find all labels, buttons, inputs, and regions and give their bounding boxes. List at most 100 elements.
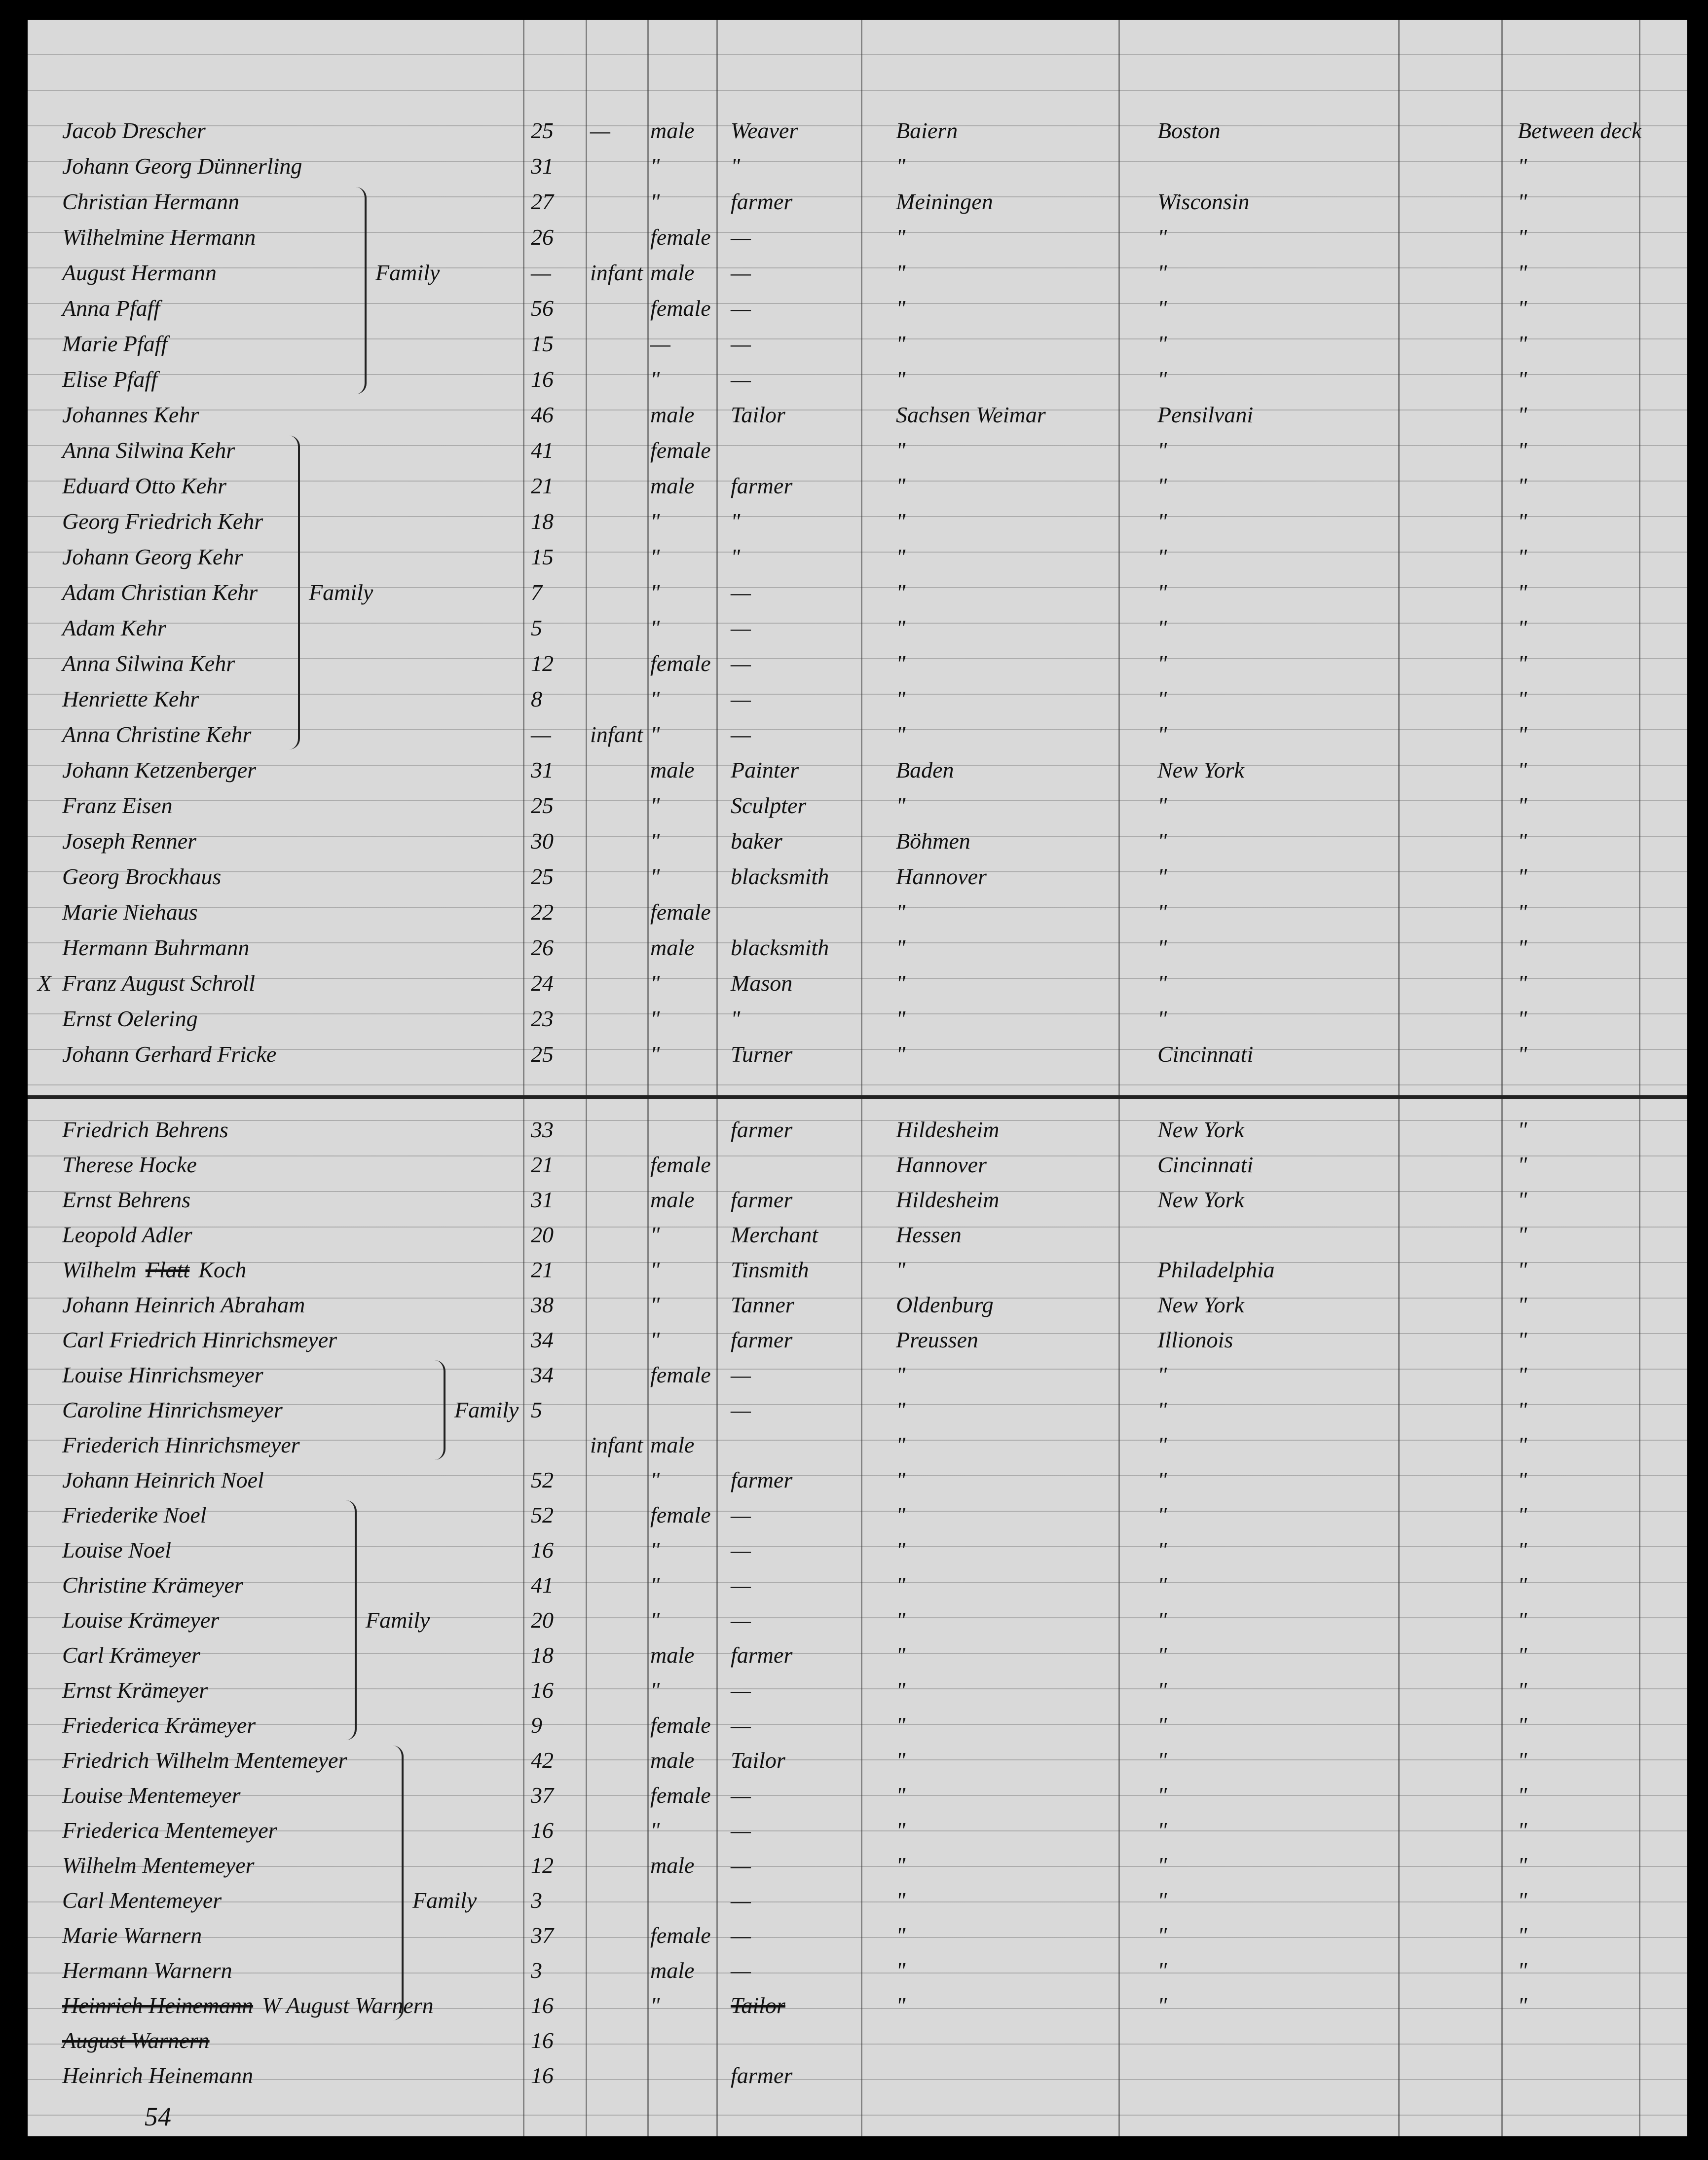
origin: ": [896, 1783, 906, 1808]
name-cell: Caroline Hinrichsmeyer: [62, 1399, 292, 1421]
deck: ": [1518, 1853, 1527, 1878]
age: 16: [531, 2063, 554, 2088]
origin: Preussen: [896, 1327, 978, 1352]
age: 52: [531, 1502, 554, 1527]
name: Friedrich Behrens: [62, 1117, 228, 1142]
name: August Hermann: [62, 260, 217, 285]
origin: ": [896, 153, 906, 179]
name-cell: Heinrich Heinemann W August Warnern: [62, 1994, 443, 2017]
destination: ": [1157, 1502, 1167, 1527]
destination: Philadelphia: [1157, 1257, 1275, 1282]
deck: ": [1518, 1923, 1527, 1948]
name-cell: Louise Mentemeyer: [62, 1784, 250, 1807]
sex: male: [650, 118, 695, 143]
column-rule: [716, 20, 718, 2136]
name-cell: Marie Niehaus: [62, 901, 207, 924]
column-rule: [647, 20, 649, 2136]
origin: ": [896, 615, 906, 640]
name-cell: Henriette Kehr: [62, 688, 208, 710]
sex: ": [650, 153, 660, 179]
origin: Baden: [896, 757, 954, 782]
column-rule: [1639, 20, 1640, 2136]
sex: ": [650, 544, 660, 569]
name-cell: Louise Noel: [62, 1539, 180, 1562]
destination: ": [1157, 615, 1167, 640]
age: 42: [531, 1748, 554, 1773]
origin: Baiern: [896, 118, 958, 143]
name-cell: Franz Eisen: [62, 794, 182, 817]
name: Wilhelmine Hermann: [62, 224, 256, 250]
occupation: Merchant: [731, 1222, 818, 1247]
name: Louise Mentemeyer: [62, 1783, 241, 1808]
sex: ": [650, 509, 660, 534]
destination: Cincinnati: [1157, 1152, 1254, 1177]
name: Christine Krämeyer: [62, 1572, 243, 1598]
name: Johannes Kehr: [62, 402, 199, 427]
destination: New York: [1157, 1292, 1244, 1317]
origin: Sachsen Weimar: [896, 402, 1046, 427]
occupation: —: [731, 651, 751, 676]
deck: ": [1518, 189, 1527, 214]
origin: ": [896, 260, 906, 285]
deck: ": [1518, 935, 1527, 960]
name-cell: Wilhelm Flatt Koch: [62, 1259, 255, 1281]
age: 41: [531, 438, 554, 463]
origin: Hessen: [896, 1222, 962, 1247]
sex: female: [650, 224, 711, 250]
age: 56: [531, 296, 554, 321]
destination: ": [1157, 224, 1167, 250]
deck: ": [1518, 1362, 1527, 1387]
destination: ": [1157, 828, 1167, 854]
deck: ": [1518, 793, 1527, 818]
origin: ": [896, 1502, 906, 1527]
name: Marie Pfaff: [62, 331, 168, 356]
origin: ": [896, 793, 906, 818]
deck: ": [1518, 1292, 1527, 1317]
deck: ": [1518, 1152, 1527, 1177]
occupation: farmer: [731, 1642, 793, 1668]
name: Ernst Krämeyer: [62, 1677, 208, 1703]
occupation: —: [731, 1397, 751, 1422]
age: 16: [531, 2028, 554, 2053]
occupation: —: [731, 1853, 751, 1878]
age: 5: [531, 1397, 542, 1422]
name: Henriette Kehr: [62, 686, 199, 711]
sex: ": [650, 686, 660, 711]
name: Marie Warnern: [62, 1923, 202, 1948]
occupation: Sculpter: [731, 793, 807, 818]
age: 25: [531, 118, 554, 143]
occupation: —: [731, 260, 751, 285]
name: Heinrich Heinemann: [62, 2063, 254, 2088]
origin: ": [896, 1748, 906, 1773]
name-cell: Georg Friedrich Kehr: [62, 510, 272, 533]
destination: ": [1157, 1713, 1167, 1738]
name: Johann Georg Kehr: [62, 544, 243, 569]
name-cell: Adam Kehr: [62, 617, 175, 639]
sex: male: [650, 757, 695, 782]
occupation: Tailor: [731, 1748, 785, 1773]
name-cell: Christine Krämeyer: [62, 1574, 252, 1597]
destination: Pensilvani: [1157, 402, 1254, 427]
name-cell: Ernst Krämeyer: [62, 1679, 217, 1702]
age: 5: [531, 615, 542, 640]
name: Friederich Hinrichsmeyer: [62, 1432, 300, 1457]
name-cell: Christian Hermann: [62, 190, 248, 213]
occupation: —: [731, 1783, 751, 1808]
name-cell: Johann Gerhard Fricke: [62, 1043, 285, 1066]
name: Franz August Schroll: [62, 970, 256, 996]
sex: ": [650, 1042, 660, 1067]
name-cell: Johann Heinrich Abraham: [62, 1294, 314, 1316]
origin: Oldenburg: [896, 1292, 994, 1317]
age: 25: [531, 793, 554, 818]
name-cell: Anna Silwina Kehr: [62, 439, 244, 462]
origin: ": [896, 1888, 906, 1913]
occupation: ": [731, 509, 741, 534]
age: 16: [531, 1677, 554, 1703]
origin: Hildesheim: [896, 1117, 1000, 1142]
sex: male: [650, 1748, 695, 1773]
origin: ": [896, 686, 906, 711]
origin: Hildesheim: [896, 1187, 1000, 1212]
age: 18: [531, 1642, 554, 1668]
sex: male: [650, 260, 695, 285]
occupation: —: [731, 1923, 751, 1948]
